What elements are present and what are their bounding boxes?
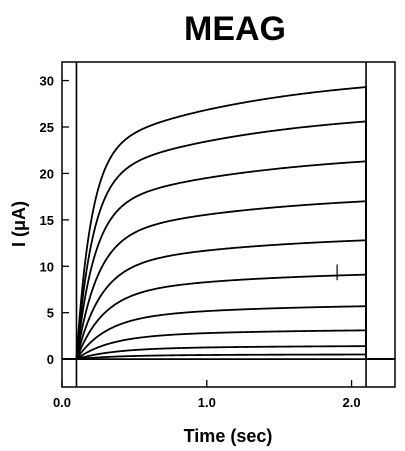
y-tick-label: 10 [40,259,54,274]
current-traces [62,86,395,361]
x-axis-ticks: 0.0 1.0 2.0 [53,380,361,410]
current-trace [62,200,395,361]
chart-title: MEAG [184,10,286,48]
y-tick-label: 15 [40,213,54,228]
y-tick-label: 25 [40,120,54,135]
pulse-markers [75,62,367,387]
y-tick-label: 30 [40,74,54,89]
current-trace [62,239,395,361]
current-trace [62,273,395,361]
x-tick-label: 0.0 [53,395,71,410]
plot-frame [61,61,396,388]
y-tick-label: 5 [47,306,54,321]
x-tick-label: 2.0 [343,395,361,410]
current-trace [62,160,395,361]
y-tick-label: 20 [40,166,54,181]
current-trace [62,305,395,361]
current-trace [62,120,395,361]
x-axis-label: Time (sec) [184,426,273,446]
x-tick-label: 1.0 [198,395,216,410]
current-trace [62,353,395,361]
y-axis-ticks: 0 5 10 15 20 25 30 [40,74,69,367]
y-axis-label: I (μA) [9,201,29,247]
current-trace [62,86,395,361]
current-trace [62,345,395,361]
current-trace [62,329,395,361]
y-tick-label: 0 [47,352,54,367]
